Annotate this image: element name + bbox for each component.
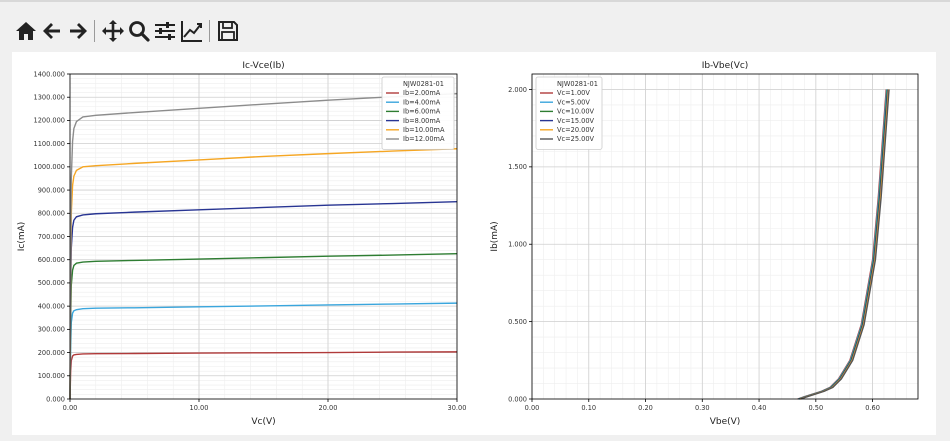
- x-axis-label: Vbe(V): [710, 417, 741, 427]
- legend-entry-3: Vc=15.00V: [557, 117, 595, 125]
- home-button[interactable]: [14, 19, 38, 43]
- legend-entry-0: Ib=2.00mA: [403, 89, 441, 97]
- zoom-button[interactable]: [127, 19, 151, 43]
- y-tick-label: 1200.000: [34, 117, 65, 125]
- x-tick-label: 0.60: [865, 404, 880, 412]
- chart-title: Ic-Vce(Ib): [242, 61, 284, 71]
- configure-subplots-button[interactable]: [153, 19, 177, 43]
- legend-entry-2: Ib=6.00mA: [403, 108, 441, 116]
- tick-group: 0.00 10.00 20.00 30.00 0.000 100.000 200.000 30…: [34, 70, 467, 412]
- y-tick-label: 1.500: [508, 163, 527, 171]
- x-tick-label: 0.10: [581, 404, 596, 412]
- y-tick-label: 400.000: [38, 302, 65, 310]
- legend: NJW0281-01Ib=2.00mAIb=4.00mAIb=6.00mAIb=…: [381, 76, 455, 150]
- back-icon: [43, 23, 60, 39]
- legend-entry-5: Ib=12.00mA: [403, 135, 445, 143]
- series-line-5: [69, 93, 458, 400]
- x-tick-label: 0.50: [808, 404, 823, 412]
- forward-icon: [70, 23, 87, 39]
- legend-entry-5: Vc=25.00V: [557, 135, 595, 143]
- y-tick-label: 1000.000: [34, 163, 65, 171]
- y-tick-label: 0.000: [46, 395, 65, 403]
- legend-box: [535, 76, 603, 150]
- legend-entry-0: Vc=1.00V: [557, 89, 590, 97]
- y-tick-label: 0.000: [508, 395, 527, 403]
- series-line-0: [69, 351, 458, 400]
- series-group: [797, 89, 890, 400]
- legend-entry-2: Vc=10.00V: [557, 108, 595, 116]
- navigation-toolbar: [0, 0, 950, 50]
- save-icon: [218, 21, 238, 41]
- legend-title: NJW0281-01: [557, 80, 598, 88]
- x-tick-label: 0.20: [638, 404, 653, 412]
- y-tick-label: 100.000: [38, 372, 65, 380]
- x-tick-label: 10.00: [190, 404, 209, 412]
- save-button[interactable]: [216, 19, 240, 43]
- axes-frame: [531, 73, 919, 400]
- y-tick-label: 500.000: [38, 279, 65, 287]
- x-tick-label: 0.00: [525, 404, 540, 412]
- series-line-2: [69, 252, 458, 400]
- home-icon: [16, 22, 36, 40]
- figure-canvas: 0.00 10.00 20.00 30.00 0.000 100.000 200.000 30…: [12, 52, 936, 435]
- y-tick-label: 900.000: [38, 186, 65, 194]
- x-tick-label: 30.00: [448, 404, 467, 412]
- y-tick-label: 200.000: [38, 349, 65, 357]
- pan-icon: [102, 20, 124, 42]
- legend-title: NJW0281-01: [403, 80, 444, 88]
- series-group: [69, 93, 458, 400]
- y-axis-label: Ic(mA): [17, 222, 27, 252]
- toolbar-separator: [94, 20, 95, 42]
- x-tick-label: 20.00: [319, 404, 338, 412]
- x-axis-label: Vc(V): [251, 417, 275, 427]
- edit-axes-icon: [181, 21, 202, 42]
- x-tick-label: 0.40: [752, 404, 767, 412]
- y-tick-label: 1.000: [508, 241, 527, 249]
- zoom-icon: [129, 21, 150, 42]
- edit-axes-button[interactable]: [180, 19, 204, 43]
- legend-entry-1: Vc=5.00V: [557, 98, 590, 106]
- x-tick-label: 0.00: [63, 404, 78, 412]
- legend-entry-4: Ib=10.00mA: [403, 126, 445, 134]
- legend-box: [381, 76, 455, 150]
- x-tick-label: 0.30: [695, 404, 710, 412]
- y-tick-label: 0.500: [508, 318, 527, 326]
- y-tick-label: 1300.000: [34, 94, 65, 102]
- tick-group: 0.00 0.10 0.20 0.30 0.40 0.50 0.60 0.000 0.500 1.…: [508, 86, 880, 412]
- y-tick-label: 300.000: [38, 326, 65, 334]
- y-tick-label: 1100.000: [34, 140, 65, 148]
- legend-entry-4: Vc=20.00V: [557, 126, 595, 134]
- chart-ib-vbe: 0.00 0.10 0.20 0.30 0.40 0.50 0.60 0.000 0.500 1.…: [490, 61, 919, 427]
- forward-button[interactable]: [66, 19, 90, 43]
- back-button[interactable]: [40, 19, 64, 43]
- series-line-5: [800, 89, 890, 400]
- chart-ic-vce: 0.00 10.00 20.00 30.00 0.000 100.000 200.000 30…: [17, 61, 466, 427]
- y-axis-label: Ib(mA): [490, 221, 500, 251]
- figure-svg: 0.00 10.00 20.00 30.00 0.000 100.000 200.000 30…: [17, 61, 919, 427]
- pan-button[interactable]: [101, 19, 125, 43]
- series-line-1: [69, 302, 458, 400]
- y-tick-label: 600.000: [38, 256, 65, 264]
- toolbar-separator: [209, 20, 210, 42]
- y-tick-label: 1400.000: [34, 70, 65, 78]
- configure-subplots-icon: [155, 22, 175, 40]
- chart-title: Ib-Vbe(Vc): [702, 61, 749, 71]
- y-tick-label: 700.000: [38, 233, 65, 241]
- legend-entry-1: Ib=4.00mA: [403, 98, 441, 106]
- y-tick-label: 2.000: [508, 86, 527, 94]
- toolbar-top-border: [0, 0, 950, 2]
- legend-entry-3: Ib=8.00mA: [403, 117, 441, 125]
- y-tick-label: 800.000: [38, 210, 65, 218]
